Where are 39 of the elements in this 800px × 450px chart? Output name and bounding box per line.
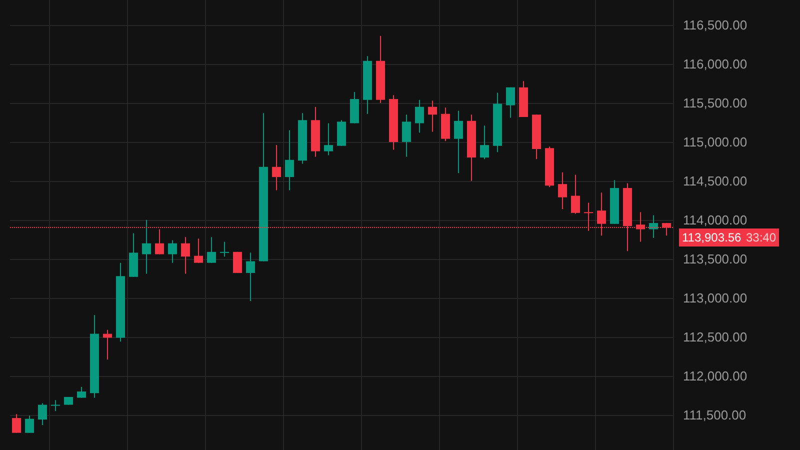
candlestick [103,329,112,360]
candlestick [181,236,190,274]
candlestick [272,144,281,191]
candlestick [506,86,515,118]
candlestick [415,99,424,134]
y-tick-label: 114,500.00 [683,173,748,188]
candlestick [194,238,203,264]
candlestick [155,228,164,255]
candlestick [649,214,658,238]
candlestick [207,236,216,264]
candlestick [285,130,294,191]
candlestick [25,415,34,434]
y-tick-label: 115,000.00 [683,134,748,150]
y-tick-label: 113,000.00 [683,290,748,306]
candlestick [480,125,489,160]
candlestick [428,100,437,132]
y-tick-label: 113,500.00 [683,251,748,266]
y-tick-label: 116,000.00 [683,56,748,72]
y-tick-label: 116,500.00 [683,17,748,32]
y-tick-label: 111,500.00 [683,407,746,422]
y-tick-label: 115,500.00 [683,95,748,110]
y-tick-label: 114,000.00 [683,212,748,228]
candlestick [402,114,411,158]
candlestick [142,219,151,274]
ref-line-label: 113,903.56 [682,230,742,244]
candlestick [558,172,567,210]
candlestick [220,241,229,258]
candlestick [38,402,47,426]
y-tick-label: 112,500.00 [683,329,748,344]
candlestick [51,400,60,412]
candlestick [571,174,580,214]
candlestick [233,251,242,274]
candlestick [454,110,463,174]
candlestick [168,240,177,264]
y-tick-label: 112,000.00 [683,368,748,384]
candlestick [12,414,21,434]
candlestick [246,252,255,302]
candlestick [324,122,333,156]
text: 33:40 [746,230,776,244]
